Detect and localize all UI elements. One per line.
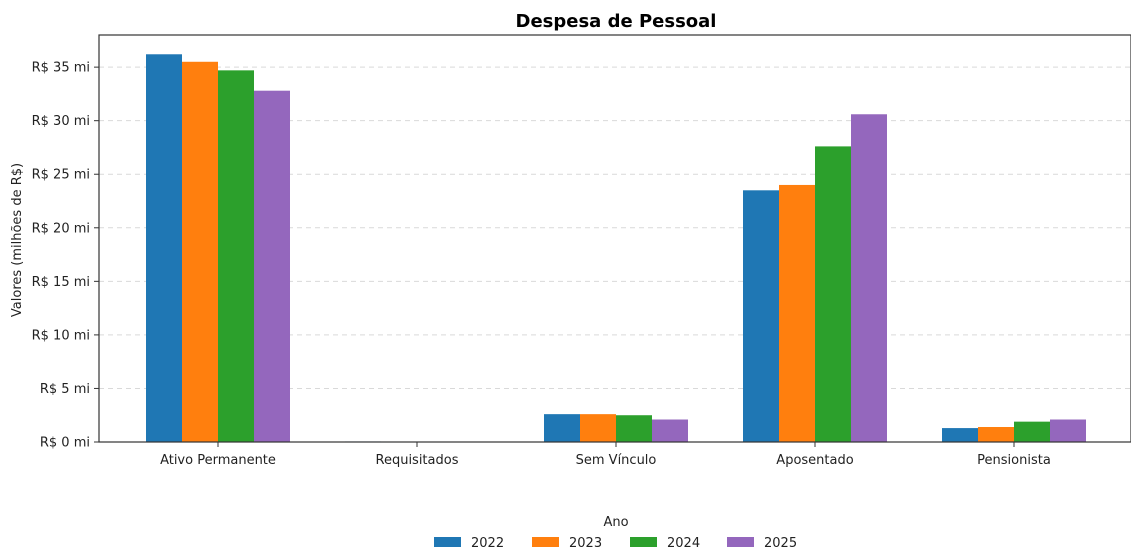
y-tick-label: R$ 30 mi — [32, 114, 90, 129]
legend-title: Ano — [603, 515, 628, 530]
y-tick-label: R$ 35 mi — [32, 61, 90, 76]
chart-title: Despesa de Pessoal — [516, 11, 717, 32]
bar-2024-4 — [1014, 421, 1050, 442]
bar-2024-2 — [616, 415, 652, 442]
legend-label-2023: 2023 — [569, 536, 602, 548]
bar-2024-0 — [218, 70, 254, 443]
y-tick-label: R$ 25 mi — [32, 168, 90, 183]
y-tick-label: R$ 10 mi — [32, 328, 90, 343]
x-tick-label: Ativo Permanente — [160, 453, 276, 468]
bar-2022-0 — [146, 54, 182, 443]
bar-2025-3 — [851, 114, 887, 442]
x-tick-label: Requisitados — [376, 453, 459, 468]
bar-2025-4 — [1050, 419, 1086, 442]
legend-swatch-2022 — [434, 537, 461, 547]
y-tick-label: R$ 0 mi — [40, 436, 90, 451]
legend-label-2022: 2022 — [471, 536, 504, 548]
bar-2023-4 — [978, 427, 1014, 442]
bar-2025-0 — [254, 90, 290, 443]
bar-2022-2 — [544, 414, 580, 442]
y-tick-label: R$ 5 mi — [40, 382, 90, 397]
y-tick-label: R$ 20 mi — [32, 221, 90, 236]
bar-2022-3 — [743, 190, 779, 442]
bar-2023-2 — [580, 414, 616, 442]
legend: Ano 2022 2023 2024 2025 — [434, 515, 797, 548]
x-tick-label: Sem Vínculo — [576, 453, 657, 468]
legend-swatch-2024 — [630, 537, 657, 547]
bar-2024-3 — [815, 146, 851, 443]
legend-label-2024: 2024 — [667, 536, 700, 548]
legend-swatch-2023 — [532, 537, 559, 547]
bar-2023-0 — [182, 61, 218, 443]
x-tick-label: Pensionista — [977, 453, 1051, 468]
x-tick-label: Aposentado — [776, 453, 853, 468]
plot-frame — [98, 34, 1131, 443]
bar-2022-4 — [942, 428, 978, 442]
y-axis-label: Valores (milhões de R$) — [10, 163, 25, 317]
legend-swatch-2025 — [727, 537, 754, 547]
y-tick-label: R$ 15 mi — [32, 275, 90, 290]
bar-2025-2 — [652, 419, 688, 442]
axes — [98, 34, 1131, 443]
bar-2023-3 — [779, 184, 815, 442]
legend-label-2025: 2025 — [764, 536, 797, 548]
bars — [146, 54, 1086, 443]
y-ticks: R$ 0 mi R$ 5 mi R$ 10 mi R$ 15 mi R$ 20 mi R$… — [32, 61, 99, 451]
x-ticks: Ativo Permanente Requisitados Sem Vínculo A… — [160, 442, 1051, 468]
